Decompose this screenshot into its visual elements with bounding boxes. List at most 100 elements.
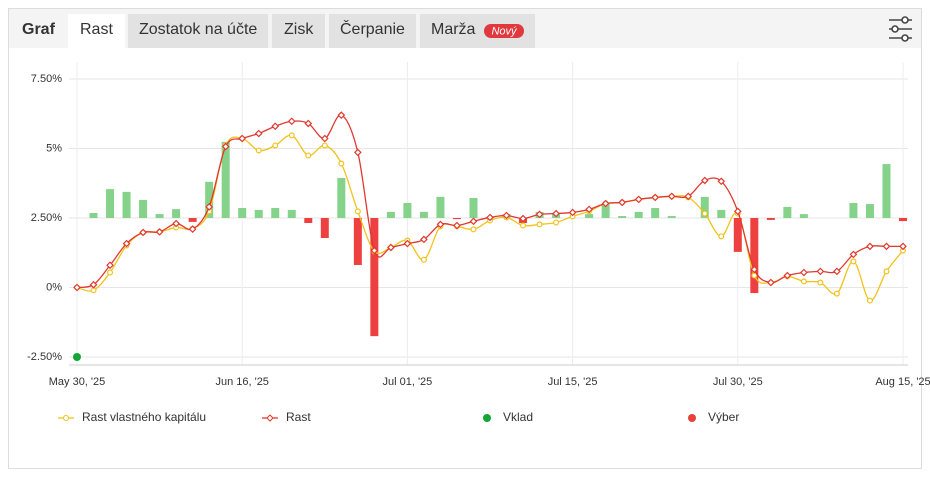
y-tick-label: -2.50%: [27, 351, 62, 363]
settings-icon[interactable]: [889, 16, 912, 42]
point: [882, 242, 891, 251]
bar: [618, 216, 627, 218]
bar: [799, 214, 808, 218]
point: [436, 220, 445, 229]
point: [288, 132, 295, 139]
y-tick-label: 2.50%: [31, 212, 62, 224]
bar: [106, 189, 115, 218]
point: [553, 219, 560, 226]
bar: [337, 177, 346, 218]
point: [320, 134, 329, 143]
point: [585, 205, 593, 214]
bar: [271, 207, 280, 218]
point: [304, 119, 313, 128]
point: [535, 210, 544, 219]
deposit-point: [73, 353, 81, 361]
bar: [733, 218, 742, 252]
bar: [155, 214, 164, 218]
point: [849, 250, 858, 259]
point: [271, 122, 280, 131]
bar: [849, 202, 858, 218]
point: [90, 287, 97, 294]
bar: [585, 214, 594, 218]
point: [305, 152, 312, 159]
point: [420, 235, 428, 244]
tab[interactable]: [272, 14, 325, 48]
bar: [221, 141, 230, 218]
bar: [139, 199, 148, 218]
bar: [89, 212, 98, 218]
bar: [122, 191, 131, 218]
tab-label[interactable]: Zisk: [284, 21, 314, 38]
point: [221, 142, 230, 151]
point: [552, 209, 560, 218]
point: [107, 269, 114, 276]
point: [816, 267, 825, 276]
point: [139, 228, 147, 237]
point: [866, 297, 873, 304]
point: [536, 221, 543, 228]
tab-label[interactable]: Marža: [431, 21, 476, 38]
y-tick-label: 0%: [46, 281, 62, 293]
point: [486, 213, 494, 222]
bar: [304, 218, 313, 224]
x-tick-label: Aug 15, '25: [875, 376, 930, 388]
bar: [419, 211, 428, 218]
point: [634, 195, 643, 204]
bar: [717, 209, 726, 218]
panel: [8, 8, 922, 469]
point: [667, 192, 676, 201]
point: [470, 226, 477, 233]
bar: [172, 209, 181, 218]
bar: [353, 218, 362, 265]
bar: [750, 218, 759, 294]
point: [733, 207, 742, 216]
tab[interactable]: [68, 14, 125, 48]
bar: [370, 218, 379, 337]
bar: [188, 218, 197, 222]
point: [353, 148, 362, 157]
tab-label[interactable]: Rast: [80, 21, 113, 38]
point: [321, 142, 328, 149]
legend-symbol: [266, 414, 274, 422]
point: [188, 225, 197, 233]
x-tick-label: May 30, '25: [49, 376, 106, 388]
legend-label: Výber: [708, 410, 739, 424]
tab[interactable]: [128, 14, 268, 48]
point: [122, 239, 131, 248]
point: [899, 242, 907, 251]
point: [254, 129, 263, 138]
point: [883, 268, 890, 275]
point: [338, 160, 345, 167]
point: [833, 290, 840, 297]
bar: [238, 207, 247, 218]
point: [89, 280, 98, 289]
point: [520, 222, 527, 229]
point: [469, 217, 478, 226]
point: [850, 258, 857, 265]
point: [420, 256, 427, 263]
bar: [254, 209, 263, 218]
legend-symbol: [688, 414, 696, 422]
point: [453, 221, 461, 230]
bar: [700, 196, 709, 218]
point: [833, 267, 841, 276]
tab-label[interactable]: Čerpanie: [340, 19, 405, 38]
legend-label: Vklad: [503, 410, 533, 424]
bar: [287, 209, 296, 218]
point: [387, 243, 395, 252]
point: [750, 265, 759, 274]
x-tick-label: Jun 16, '25: [215, 376, 268, 388]
bar: [436, 196, 445, 218]
bar: [601, 204, 610, 218]
bar: [469, 197, 478, 218]
point: [817, 279, 824, 286]
tab[interactable]: [329, 14, 416, 48]
point: [866, 242, 874, 251]
point: [766, 278, 775, 287]
tab-label[interactable]: Zostatok na účte: [139, 21, 257, 38]
legend-symbol: [483, 414, 491, 422]
bar: [882, 164, 891, 218]
